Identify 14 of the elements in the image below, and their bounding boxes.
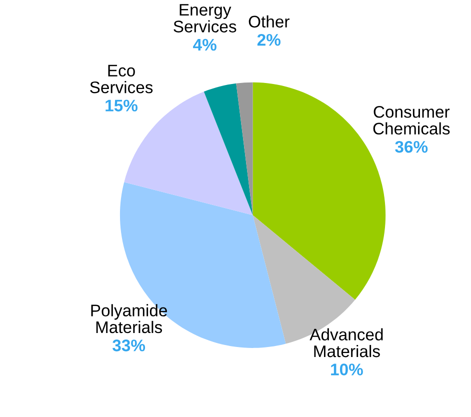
data-label: 36% [395,140,428,153]
data-label: 33% [112,340,146,352]
data-label: 15% [106,100,138,112]
data-label: 10% [331,364,363,376]
slice-label: Polyamide Materials [91,304,167,334]
pie-slice [204,83,253,216]
slice-label: Other [248,15,290,28]
data-label: 2% [257,34,281,46]
slice-label: Eco Services [90,64,153,94]
slice-label: Energy Services [174,4,236,32]
slice-label: Advanced Materials [310,328,383,358]
pie-slice [236,82,253,216]
data-label: 4% [193,38,216,51]
slice-label: Consumer Chemicals [373,106,450,135]
